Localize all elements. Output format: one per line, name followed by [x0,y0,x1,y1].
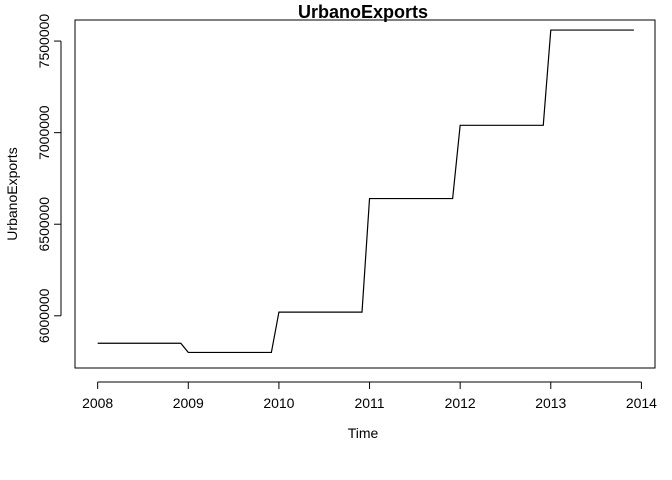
x-tick-label: 2010 [263,395,294,411]
y-tick-label: 6000000 [36,288,52,343]
y-axis: 6000000 6500000 7000000 7500000 [36,14,62,343]
chart-title: UrbanoExports [298,2,428,22]
plot-frame [74,19,656,369]
x-tick-label: 2012 [445,395,476,411]
x-tick-label: 2009 [173,395,204,411]
x-tick-label: 2008 [82,395,113,411]
series-line [97,29,634,354]
y-tick-label: 6500000 [36,197,52,252]
x-tick-label: 2011 [354,395,384,411]
x-tick-label: 2013 [535,395,566,411]
x-axis-label: Time [348,425,379,441]
x-axis: 2008 2009 2010 2011 2012 2013 2014 [82,381,657,411]
x-tick-label: 2014 [626,395,657,411]
series-layer [97,29,634,354]
y-axis-label: UrbanoExports [4,147,20,240]
y-tick-label: 7500000 [36,14,52,69]
y-tick-label: 7000000 [36,105,52,160]
